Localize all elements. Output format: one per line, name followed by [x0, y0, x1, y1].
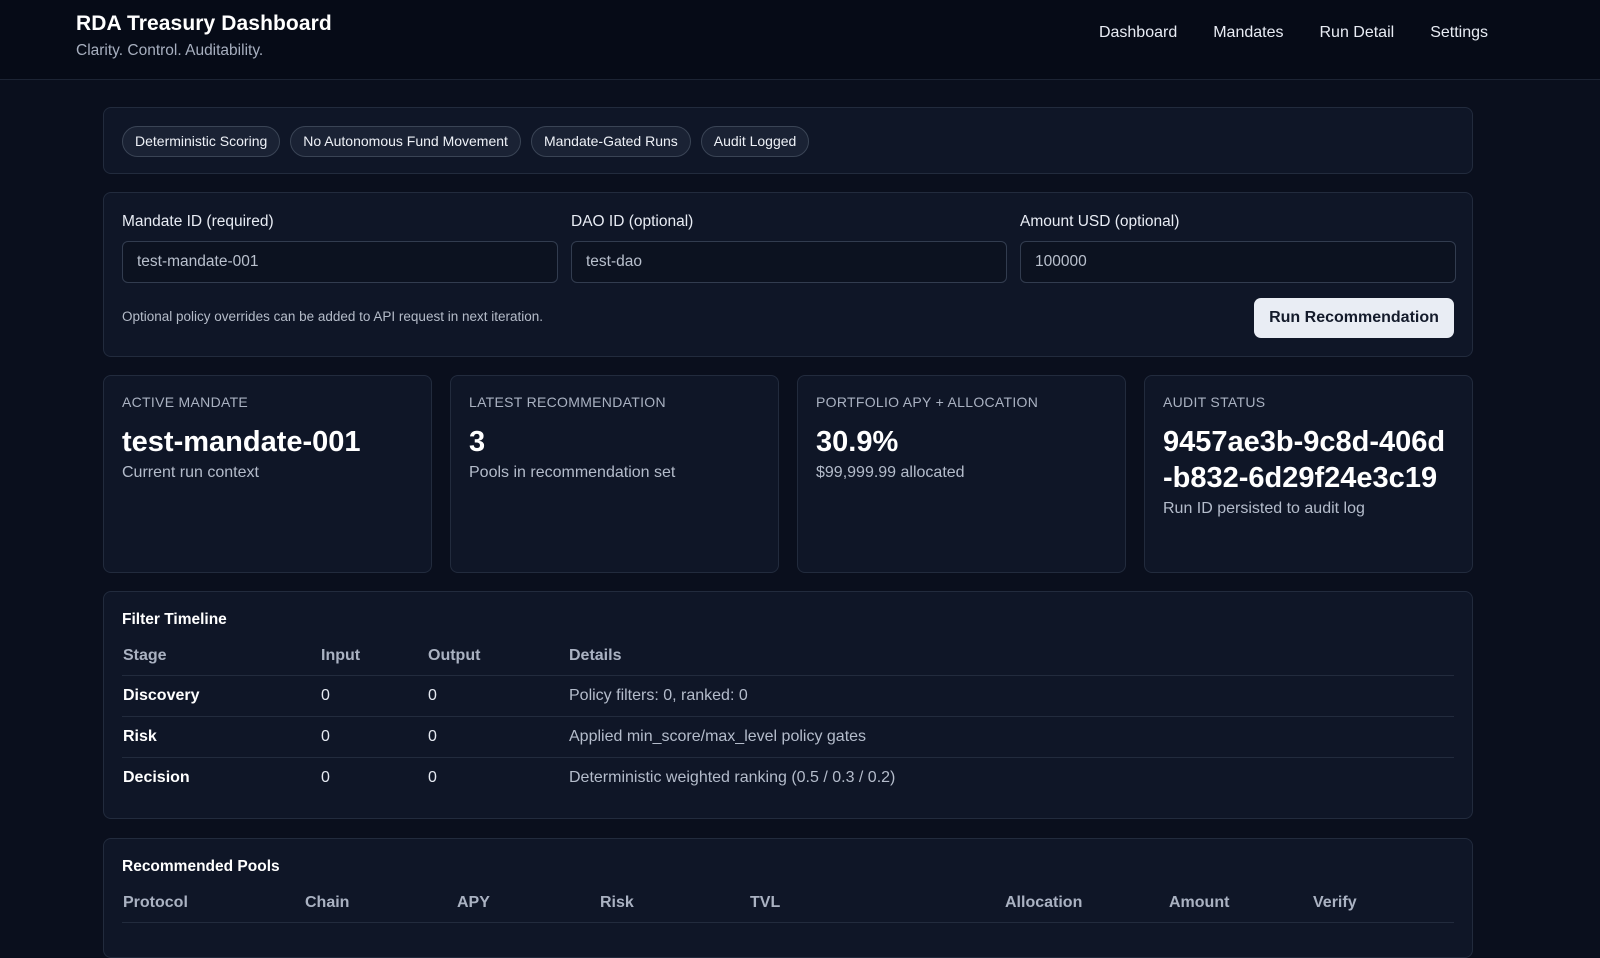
recommended-pools-table: Protocol Chain APY Risk TVL Allocation A…: [122, 884, 1454, 923]
top-bar: RDA Treasury Dashboard Clarity. Control.…: [0, 0, 1600, 80]
section-title: Filter Timeline: [122, 611, 227, 628]
table-row: Risk 0 0 Applied min_score/max_level pol…: [122, 716, 1454, 758]
mandate-id-input[interactable]: [122, 241, 558, 283]
details-cell: Deterministic weighted ranking (0.5 / 0.…: [569, 768, 896, 786]
mandate-id-field: Mandate ID (required): [122, 213, 558, 283]
stat-value: 30.9%: [816, 426, 899, 458]
portfolio-apy-card: Portfolio APY + Allocation 30.9% $99,999…: [797, 375, 1126, 573]
run-recommendation-button[interactable]: Run Recommendation: [1254, 298, 1454, 338]
column-header-details: Details: [568, 637, 1454, 676]
stat-label: Latest Recommendation: [469, 394, 666, 410]
guarantee-badges-panel: Deterministic Scoring No Autonomous Fund…: [103, 107, 1473, 174]
details-cell: Policy filters: 0, ranked: 0: [568, 675, 1454, 717]
column-header-input: Input: [320, 637, 427, 676]
mandate-id-label: Mandate ID (required): [122, 213, 274, 230]
dao-id-input[interactable]: [571, 241, 1007, 283]
amount-usd-label: Amount USD (optional): [1020, 213, 1180, 230]
app-tagline: Clarity. Control. Auditability.: [76, 42, 264, 59]
details-cell: Applied min_score/max_level policy gates: [568, 716, 1454, 758]
output-cell: 0: [427, 716, 568, 758]
column-header-amount: Amount: [1168, 884, 1312, 923]
column-header-tvl: TVL: [749, 884, 1004, 923]
stat-subtext: Current run context: [122, 464, 259, 481]
column-header-risk: Risk: [599, 884, 749, 923]
stat-label: Audit Status: [1163, 394, 1266, 410]
recommended-pools-panel: Recommended Pools Protocol Chain APY Ris…: [103, 838, 1473, 958]
stage-cell: Discovery: [122, 675, 320, 717]
input-cell: 0: [320, 716, 427, 758]
column-header-stage: Stage: [122, 637, 320, 676]
column-header-verify: Verify: [1312, 884, 1454, 923]
badge-audit-logged: Audit Logged: [700, 126, 810, 157]
dao-id-label: DAO ID (optional): [571, 213, 694, 230]
nav-mandates[interactable]: Mandates: [1213, 24, 1284, 41]
nav-run-detail[interactable]: Run Detail: [1319, 24, 1395, 41]
stat-subtext: Pools in recommendation set: [469, 464, 676, 481]
stat-label: Active Mandate: [122, 394, 249, 410]
input-cell: 0: [320, 675, 427, 717]
stage-cell: Risk: [122, 716, 320, 758]
table-header-row: Stage Input Output Details: [122, 637, 1454, 676]
column-header-chain: Chain: [304, 884, 456, 923]
output-cell: 0: [427, 675, 568, 717]
output-cell: 0: [428, 768, 437, 786]
column-header-protocol: Protocol: [122, 884, 304, 923]
run-form-panel: Mandate ID (required) DAO ID (optional) …: [103, 192, 1473, 357]
stat-label: Portfolio APY + Allocation: [816, 394, 1039, 410]
stat-value: test-mandate-001: [122, 426, 361, 458]
amount-usd-field: Amount USD (optional): [1020, 213, 1456, 283]
input-cell: 0: [321, 768, 330, 786]
badge-mandate-gated-runs: Mandate-Gated Runs: [530, 126, 691, 157]
brand: RDA Treasury Dashboard Clarity. Control.…: [76, 12, 332, 60]
run-id-value: 9457ae3b-9c8d-406d-b832-6d29f24e3c19: [1163, 426, 1446, 494]
nav-settings[interactable]: Settings: [1430, 24, 1488, 41]
stage-cell: Decision: [123, 768, 190, 786]
active-mandate-card: Active Mandate test-mandate-001 Current …: [103, 375, 432, 573]
stat-subtext: $99,999.99 allocated: [816, 464, 965, 481]
table-header-row: Protocol Chain APY Risk TVL Allocation A…: [122, 884, 1454, 923]
column-header-output: Output: [427, 637, 568, 676]
app-title: RDA Treasury Dashboard: [76, 12, 332, 35]
filter-timeline-panel: Filter Timeline Stage Input Output Detai…: [103, 591, 1473, 819]
stat-value: 3: [469, 426, 486, 458]
filter-timeline-table: Stage Input Output Details Discovery 0 0…: [122, 637, 1454, 798]
table-row: Discovery 0 0 Policy filters: 0, ranked:…: [122, 675, 1454, 717]
latest-recommendation-card: Latest Recommendation 3 Pools in recomme…: [450, 375, 779, 573]
main-nav: Dashboard Mandates Run Detail Settings: [1099, 24, 1488, 42]
column-header-allocation: Allocation: [1004, 884, 1168, 923]
column-header-apy: APY: [456, 884, 599, 923]
table-row: Decision 0 0 Deterministic weighted rank…: [122, 757, 1454, 798]
section-title: Recommended Pools: [122, 858, 280, 875]
amount-usd-input[interactable]: [1020, 241, 1456, 283]
audit-status-card: Audit Status 9457ae3b-9c8d-406d-b832-6d2…: [1144, 375, 1473, 573]
policy-override-hint: Optional policy overrides can be added t…: [122, 309, 544, 324]
nav-dashboard[interactable]: Dashboard: [1098, 24, 1178, 41]
dao-id-field: DAO ID (optional): [571, 213, 1007, 283]
stat-subtext: Run ID persisted to audit log: [1163, 500, 1365, 517]
badge-deterministic-scoring: Deterministic Scoring: [122, 126, 281, 157]
badge-no-autonomous-fund-movement: No Autonomous Fund Movement: [290, 126, 521, 157]
